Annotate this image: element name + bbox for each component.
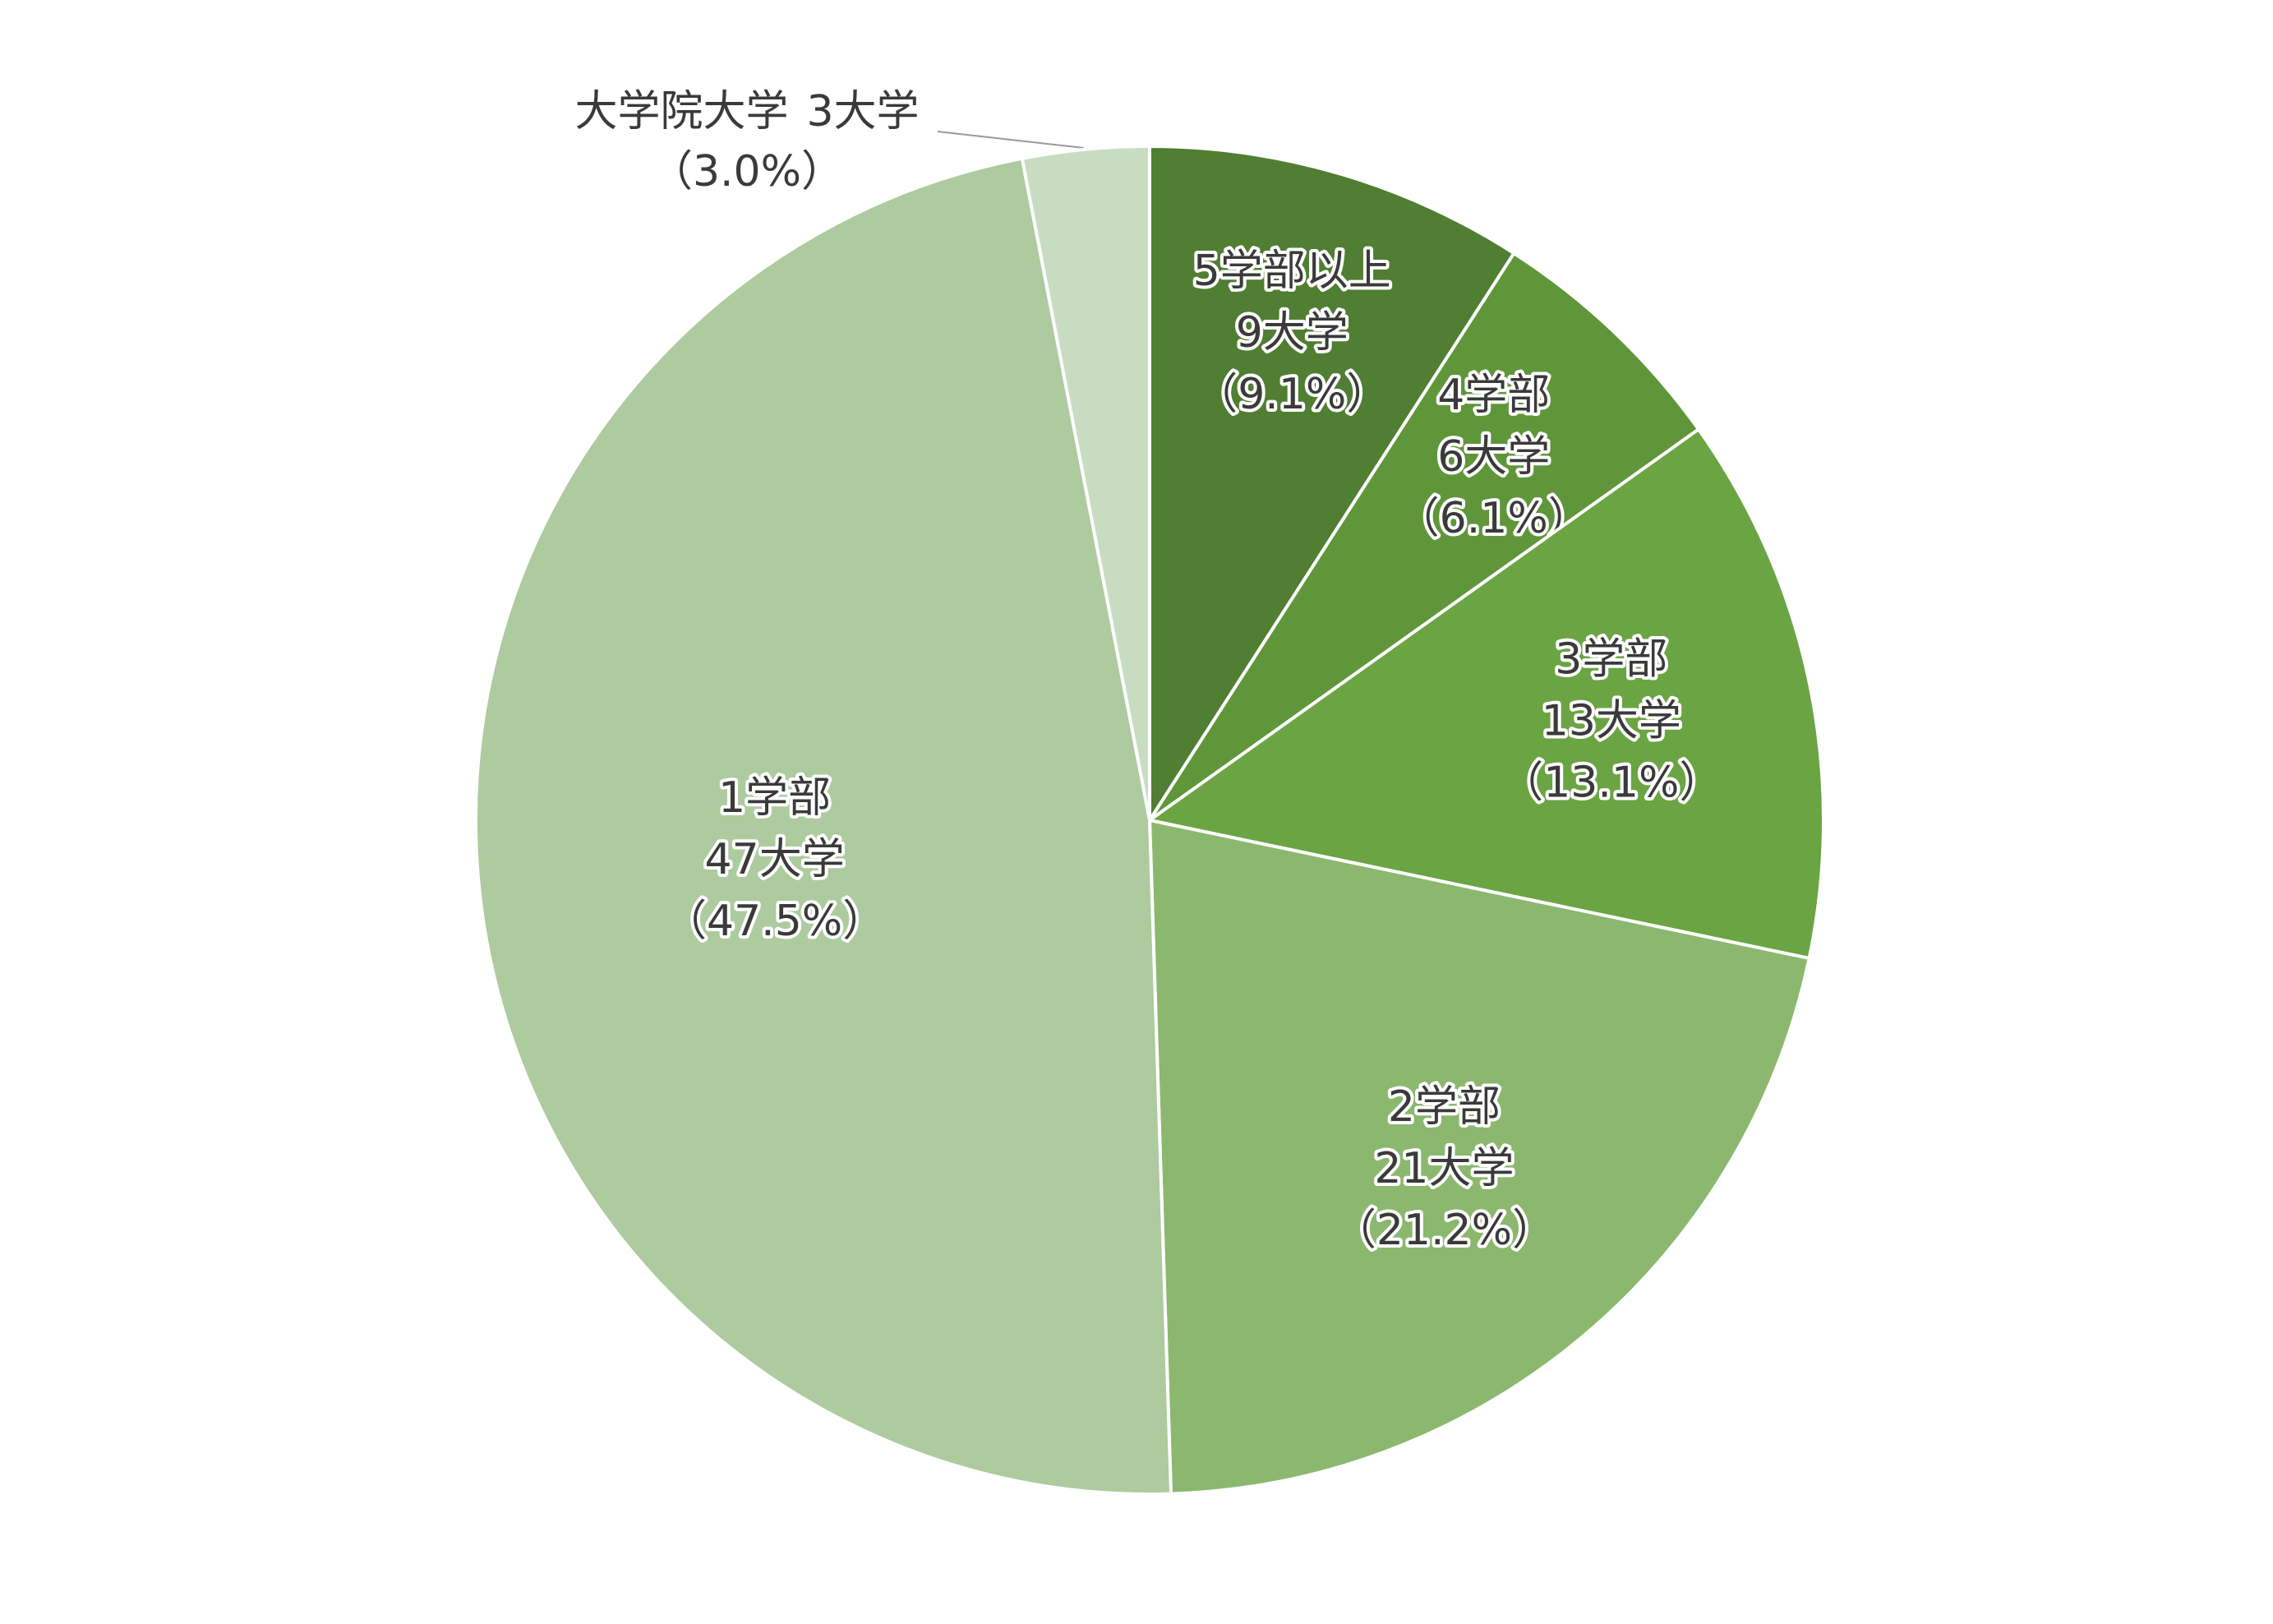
value-label: 9大学 — [1236, 308, 1349, 358]
slice-label: 3学部 — [1555, 634, 1667, 684]
percentage-label: （13.1%） — [1501, 758, 1722, 807]
value-label: 21大学 — [1374, 1144, 1514, 1193]
percentage-label: （3.0%） — [650, 147, 844, 196]
slice-label: 大学院大学 — [574, 87, 788, 136]
percentage-label: （9.1%） — [1195, 370, 1389, 419]
slice-label: 5学部以上 — [1193, 247, 1391, 296]
pie-slice — [1148, 251, 1701, 822]
value-label: 6大学 — [1437, 432, 1550, 482]
pie-slice — [1020, 144, 1151, 821]
value-label: 3大学 — [806, 87, 919, 136]
outside-label: 大学院大学 3大学 — [574, 87, 919, 136]
pie-slice — [1147, 818, 1811, 1496]
pie-slice — [1148, 144, 1517, 826]
slice-label: 2学部 — [1388, 1082, 1501, 1132]
percentage-label: （21.2%） — [1334, 1206, 1555, 1255]
slice-label: 4学部 — [1437, 371, 1550, 420]
slice-label: 1学部 — [718, 773, 831, 823]
value-label: 13大学 — [1542, 696, 1681, 745]
value-label: 47大学 — [705, 835, 845, 884]
leader-line — [937, 131, 1085, 149]
pie-slice — [474, 156, 1173, 1497]
pie-slice — [1146, 427, 1825, 961]
percentage-label: （47.5%） — [664, 897, 885, 946]
